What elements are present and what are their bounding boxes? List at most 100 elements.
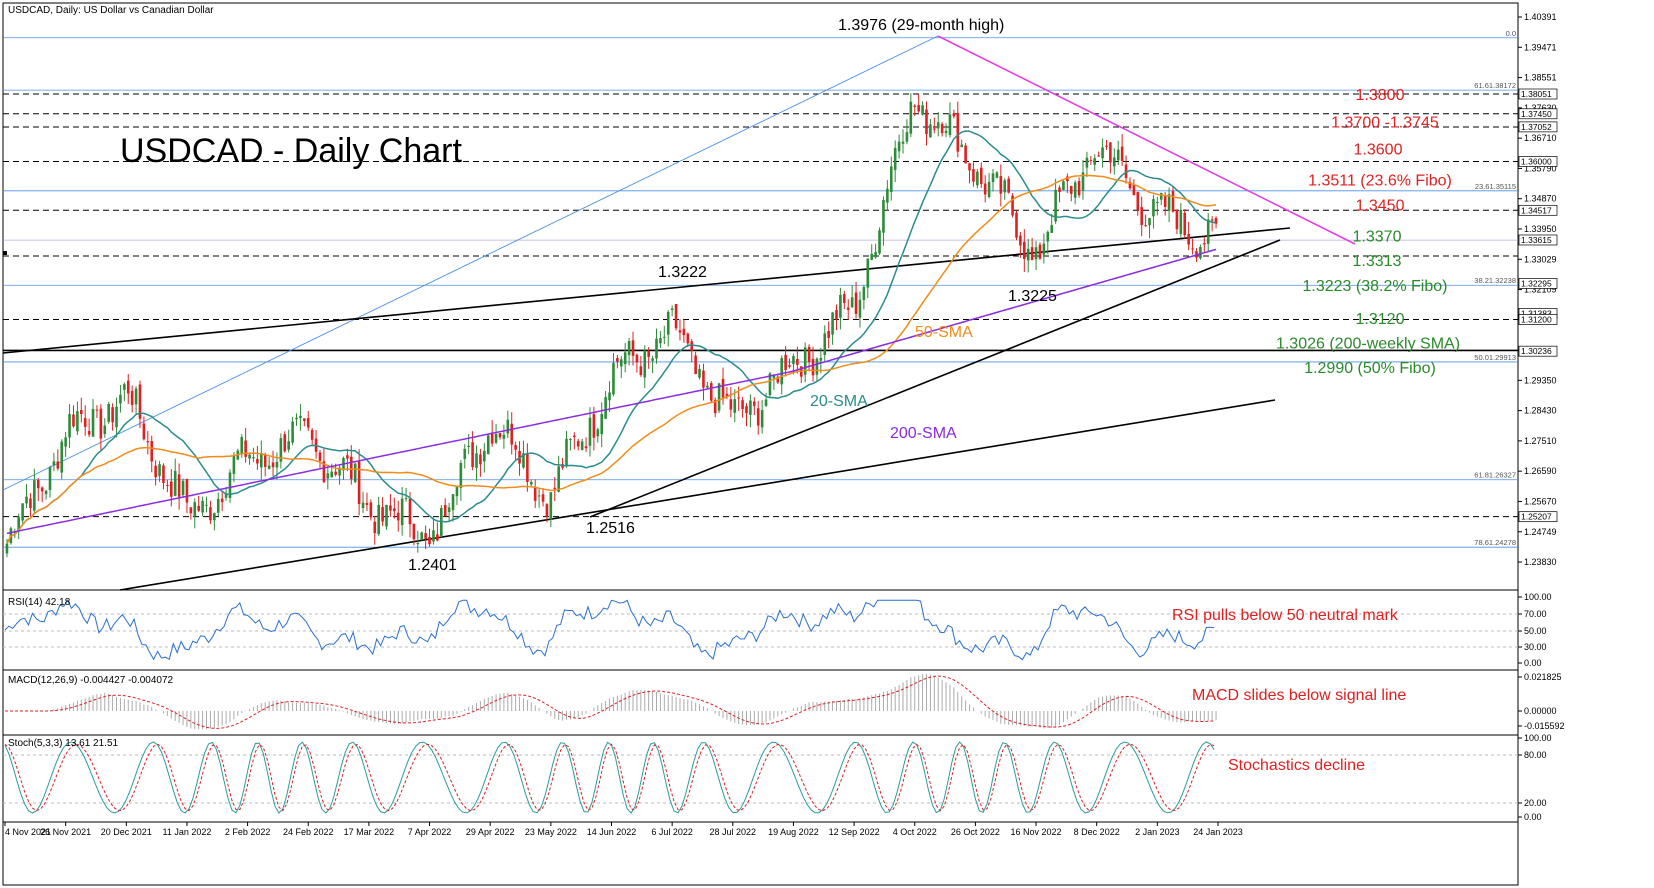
candle-body: [526, 453, 529, 482]
candle-body: [291, 421, 294, 443]
price-tag-box: [1518, 156, 1558, 167]
candle-body: [48, 467, 52, 490]
candle-body: [1019, 235, 1022, 246]
candle-body: [412, 523, 416, 540]
candle-body: [745, 406, 748, 414]
candle-body: [322, 461, 326, 483]
fib-label: 78.61.24278: [1474, 538, 1516, 547]
candle-body: [498, 433, 502, 438]
candle-body: [463, 448, 467, 459]
candle-body: [584, 446, 588, 449]
candle-body: [619, 359, 623, 367]
candle-body: [831, 312, 834, 335]
candle-body: [346, 455, 349, 459]
sma50-line: [6, 174, 1217, 544]
candle-body: [682, 328, 686, 336]
date-tick-label: 19 Aug 2022: [768, 827, 819, 837]
candle-body: [862, 287, 866, 301]
candle-body: [173, 470, 177, 496]
date-tick-label: 26 Nov 2021: [40, 827, 91, 837]
candle-body: [545, 504, 549, 517]
candle-body: [905, 132, 909, 142]
candle-body: [792, 356, 795, 365]
fib-label: 61.81.26327: [1474, 471, 1516, 480]
candle-body: [858, 299, 862, 318]
candle-body: [1206, 219, 1210, 244]
candle-body: [244, 440, 247, 457]
candle-body: [616, 357, 619, 362]
candle-body: [107, 403, 110, 422]
candle-body: [353, 463, 357, 482]
candle-body: [197, 505, 200, 511]
candle-body: [248, 454, 251, 459]
candle-body: [811, 358, 815, 376]
candle-body: [1034, 247, 1038, 260]
candle-body: [1152, 199, 1155, 217]
candle-body: [604, 397, 607, 419]
candle-body: [983, 183, 987, 195]
candle-body: [295, 417, 298, 420]
candle-body: [537, 495, 541, 497]
price-tag-label: 1.36000: [1521, 157, 1552, 167]
candle-body: [1179, 209, 1183, 235]
candle-body: [451, 494, 455, 511]
candle-body: [882, 199, 885, 233]
candle-body: [99, 408, 103, 439]
candle-body: [1113, 157, 1116, 167]
fib-label: 38.21.32238: [1474, 276, 1516, 285]
price-tag-box: [1518, 108, 1558, 120]
candle-body: [1003, 180, 1007, 193]
candle-body: [956, 112, 960, 152]
candle-body: [475, 453, 478, 468]
price-tag-box: [1518, 314, 1558, 325]
candle-body: [40, 487, 44, 492]
indicator-tick-label: 20.00: [1524, 798, 1547, 808]
candle-body: [138, 384, 142, 419]
candle-body: [259, 453, 263, 468]
level-annotation: 1.3511 (23.6% Fibo): [1308, 173, 1452, 190]
candle-body: [1023, 241, 1026, 259]
candle-body: [486, 435, 490, 455]
candle-body: [400, 498, 404, 526]
candle-body: [303, 418, 306, 421]
candle-body: [921, 105, 924, 115]
candle-body: [663, 336, 666, 338]
candle-body: [193, 502, 197, 516]
candle-body: [600, 414, 604, 435]
candle-body: [83, 418, 87, 427]
price-tag-label: 1.37052: [1521, 122, 1552, 132]
candle-body: [1191, 248, 1194, 250]
price-tag-box: [1518, 234, 1558, 246]
candle-body: [404, 498, 408, 500]
candle-body: [1081, 172, 1085, 191]
annotation-low: 1.3222: [658, 264, 707, 281]
candle-body: [1085, 157, 1089, 168]
level-annotation: 1.3223 (38.2% Fibo): [1303, 278, 1448, 295]
indicator-tick-label: 80.00: [1524, 750, 1547, 760]
candle-body: [659, 338, 662, 344]
candle-body: [717, 383, 721, 411]
candle-body: [753, 401, 756, 406]
price-tick-label: 1.24749: [1524, 527, 1557, 537]
candle-body: [514, 445, 517, 450]
candle-body: [389, 505, 392, 511]
candle-body: [95, 409, 99, 411]
candle-body: [964, 145, 967, 164]
candle-body: [933, 128, 936, 130]
rsi-note: RSI pulls below 50 neutral mark: [1172, 607, 1399, 624]
candle-body: [443, 505, 447, 517]
price-marker: [3, 251, 7, 255]
candle-body: [396, 512, 400, 521]
moving-averages: [6, 130, 1217, 544]
candle-body: [205, 504, 208, 506]
candle-body: [158, 464, 161, 476]
candle-body: [917, 105, 920, 112]
candle-body: [850, 297, 854, 308]
candle-body: [17, 517, 20, 532]
candlesticks: [5, 93, 1218, 558]
price-tick-label: 1.33950: [1524, 224, 1557, 234]
candle-body: [670, 308, 674, 310]
candle-body: [56, 461, 60, 469]
candle-body: [21, 503, 24, 521]
